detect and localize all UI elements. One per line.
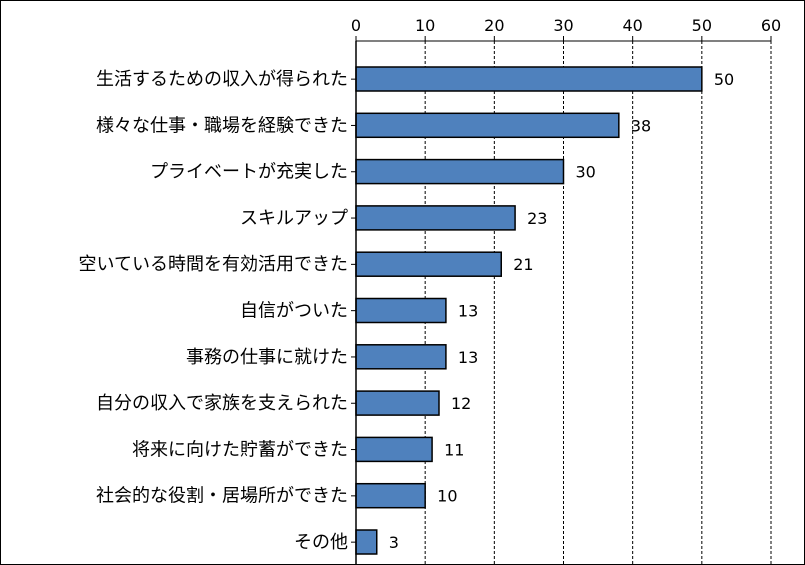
- bar-3: [355, 158, 565, 185]
- category-label-10: 社会的な役割・居場所ができた: [96, 486, 348, 507]
- data-label-4: 23: [527, 209, 547, 228]
- x-tick-label-0: 0: [351, 16, 361, 35]
- category-label-4: スキルアップ: [240, 208, 348, 229]
- bar-2: [355, 112, 620, 139]
- data-label-5: 21: [513, 255, 533, 274]
- bar-10: [355, 482, 426, 509]
- bar-6: [355, 297, 447, 324]
- data-label-1: 50: [714, 70, 734, 89]
- bar-8: [355, 390, 440, 416]
- x-tick-label-50: 50: [692, 16, 712, 35]
- category-label-7: 事務の仕事に就けた: [186, 347, 348, 368]
- axes: [351, 36, 772, 564]
- data-label-2: 38: [631, 116, 651, 135]
- bars: [355, 66, 703, 555]
- bar-7: [355, 344, 447, 370]
- x-tick-label-60: 60: [761, 16, 781, 35]
- x-tick-label-20: 20: [484, 16, 504, 35]
- data-label-8: 12: [451, 394, 471, 413]
- labels: 0 10 20 30 40 50 60 生活するための収入が得られた 50 様々な仕事・職場を経験…: [79, 16, 782, 553]
- x-tick-label-40: 40: [622, 16, 642, 35]
- bar-1: [355, 66, 703, 92]
- x-tick-label-30: 30: [553, 16, 573, 35]
- category-label-5: 空いている時間を有効活用できた: [79, 254, 348, 275]
- bar-9: [355, 436, 433, 463]
- category-label-3: プライベートが充実した: [150, 162, 348, 183]
- data-label-3: 30: [576, 163, 596, 182]
- data-label-9: 11: [444, 440, 464, 459]
- data-label-11: 3: [389, 533, 399, 552]
- x-tick-label-10: 10: [415, 16, 435, 35]
- data-label-6: 13: [458, 302, 478, 321]
- category-label-6: 自信がついた: [240, 301, 348, 322]
- category-label-1: 生活するための収入が得られた: [96, 69, 348, 90]
- bar-5: [355, 251, 502, 277]
- bar-4: [355, 205, 516, 231]
- data-label-10: 10: [437, 487, 457, 506]
- category-label-11: その他: [294, 532, 348, 553]
- category-label-9: 将来に向けた貯蓄ができた: [132, 439, 348, 460]
- category-label-2: 様々な仕事・職場を経験できた: [96, 115, 348, 136]
- category-label-8: 自分の収入で家族を支えられた: [96, 393, 348, 414]
- bar-11: [355, 529, 378, 555]
- data-label-7: 13: [458, 348, 478, 367]
